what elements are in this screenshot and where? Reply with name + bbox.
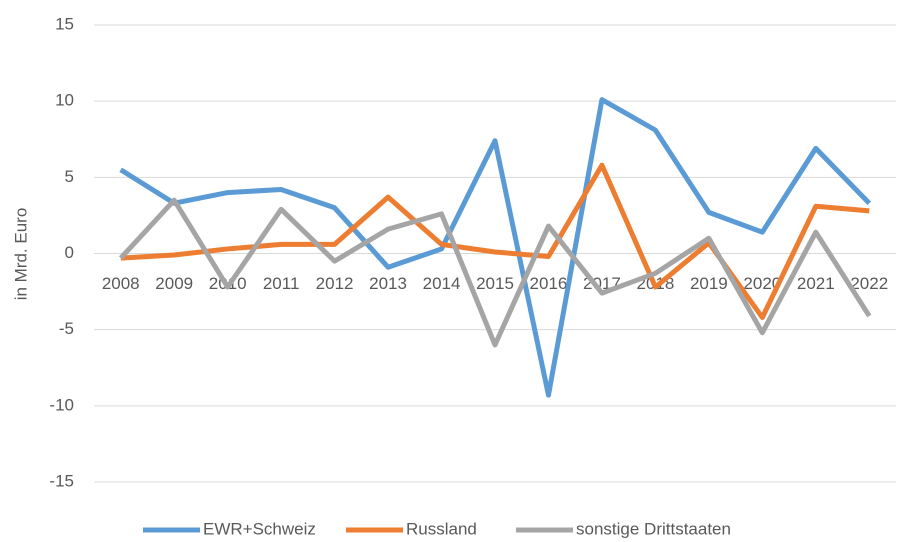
series-line	[120, 162, 870, 320]
x-tick-label: 2021	[797, 274, 835, 293]
x-tick-label: 2015	[476, 274, 514, 293]
x-tick-label: 2014	[423, 274, 461, 293]
y-tick-label: -5	[59, 319, 74, 338]
x-tick-label: 2011	[263, 274, 300, 293]
legend-label: sonstige Drittstaaten	[576, 519, 731, 538]
y-tick-label: 0	[65, 243, 74, 262]
x-tick-label: 2022	[850, 274, 888, 293]
x-tick-label: 2012	[316, 274, 354, 293]
y-tick-label: -15	[49, 471, 74, 490]
x-tick-label: 2009	[155, 274, 193, 293]
x-tick-label: 2016	[530, 274, 568, 293]
series-line	[118, 197, 872, 348]
x-tick-label: 2019	[690, 274, 728, 293]
y-tick-label: 10	[55, 91, 74, 110]
x-tick-label: 2008	[102, 274, 140, 293]
y-tick-label: -10	[49, 395, 74, 414]
y-tick-label: 5	[65, 167, 74, 186]
legend-label: EWR+Schweiz	[203, 519, 316, 538]
y-axis-label: in Mrd. Euro	[11, 208, 30, 301]
series-line	[119, 97, 872, 398]
x-tick-label: 2013	[369, 274, 407, 293]
y-tick-label: 15	[55, 14, 74, 33]
legend-label: Russland	[406, 519, 477, 538]
x-tick-label: 2020	[743, 274, 781, 293]
